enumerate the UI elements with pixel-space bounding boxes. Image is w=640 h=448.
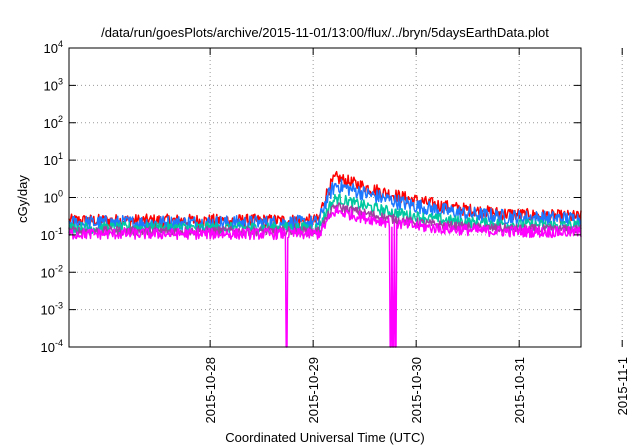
y-tick-label-base: 10 xyxy=(41,265,55,280)
y-tick-label: 10-3 xyxy=(41,301,63,318)
y-tick-label: 10-4 xyxy=(41,338,63,355)
x-tick-label: 2015-10-28 xyxy=(203,357,218,424)
y-tick-label-base: 10 xyxy=(41,340,55,355)
y-tick-label-exp: 4 xyxy=(58,39,63,49)
y-tick-label: 100 xyxy=(44,189,63,206)
x-tick-label: 2015-10-30 xyxy=(409,357,424,424)
grid xyxy=(69,48,623,347)
y-tick-label-base: 10 xyxy=(44,78,58,93)
y-tick-label-base: 10 xyxy=(44,41,58,56)
y-tick-label: 104 xyxy=(44,39,63,56)
x-axis: 2015-10-28 2015-10-29 2015-10-30 2015-10-31… xyxy=(203,48,630,424)
y-tick-label: 101 xyxy=(44,151,63,168)
chart-title: /data/run/goesPlots/archive/2015-11-01/1… xyxy=(101,25,549,40)
y-tick-label-exp: 2 xyxy=(58,114,63,124)
y-tick-label-base: 10 xyxy=(44,153,58,168)
series-line xyxy=(68,206,582,348)
y-tick-label: 102 xyxy=(44,114,63,131)
y-tick-label-base: 10 xyxy=(41,303,55,318)
y-tick-label-base: 10 xyxy=(44,116,58,131)
y-tick-label-base: 10 xyxy=(44,191,58,206)
x-tick-label: 2015-11-1 xyxy=(615,357,630,415)
y-tick-label-exp: 0 xyxy=(58,189,63,199)
y-tick-label: 103 xyxy=(44,76,63,93)
y-axis-label: cGy/day xyxy=(15,175,30,223)
y-tick-label-exp: -2 xyxy=(55,263,63,273)
x-tick-label: 2015-10-29 xyxy=(306,357,321,424)
y-tick-label: 10-2 xyxy=(41,263,63,280)
y-tick-label-exp: 3 xyxy=(58,76,63,86)
x-tick-label: 2015-10-31 xyxy=(512,357,527,424)
y-tick-label-base: 10 xyxy=(41,228,55,243)
y-tick-label-exp: 1 xyxy=(58,151,63,161)
y-tick-label: 10-1 xyxy=(41,226,63,243)
x-axis-label: Coordinated Universal Time (UTC) xyxy=(225,430,424,445)
series-group xyxy=(68,170,582,348)
y-tick-label-exp: -4 xyxy=(55,338,63,348)
y-tick-label-exp: -3 xyxy=(55,301,63,311)
y-tick-label-exp: -1 xyxy=(55,226,63,236)
